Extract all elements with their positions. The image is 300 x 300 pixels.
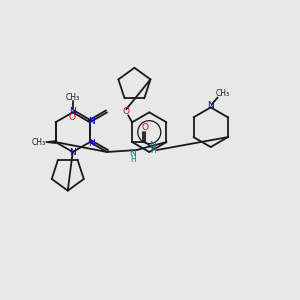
Text: N: N — [129, 149, 136, 158]
Text: CH₃: CH₃ — [215, 89, 230, 98]
Text: O: O — [123, 107, 130, 116]
Text: CH₃: CH₃ — [66, 93, 80, 102]
Text: N: N — [69, 148, 76, 158]
Text: N: N — [69, 107, 76, 116]
Text: N: N — [88, 117, 95, 126]
Polygon shape — [46, 141, 56, 143]
Text: O: O — [69, 113, 76, 122]
Text: H: H — [130, 155, 136, 164]
Text: N: N — [207, 101, 214, 110]
Text: O: O — [142, 123, 148, 132]
Text: H: H — [150, 146, 156, 155]
Text: N: N — [88, 139, 95, 148]
Text: CH₃: CH₃ — [32, 138, 46, 147]
Text: N: N — [150, 140, 156, 149]
